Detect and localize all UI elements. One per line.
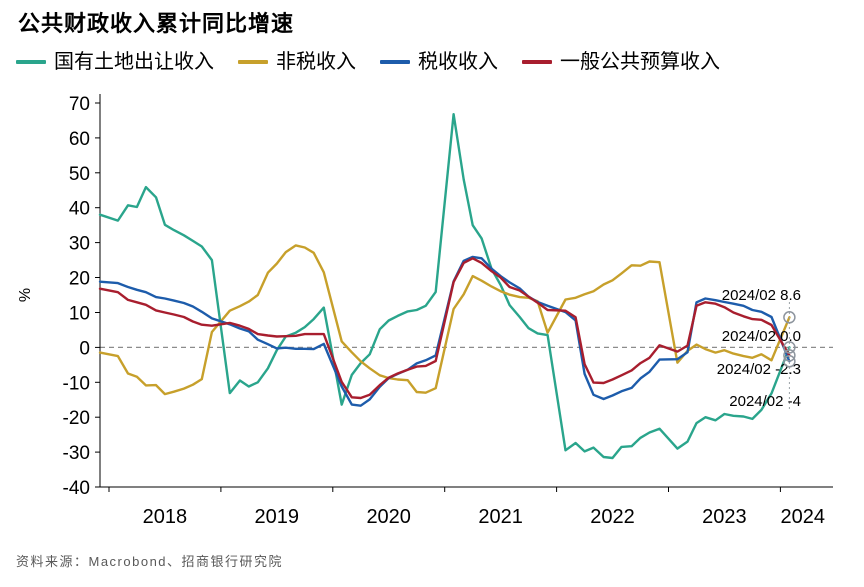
legend-item-label: 非税收入 [276, 51, 356, 73]
series-line [98, 244, 791, 396]
y-tick-label: 20 [69, 269, 90, 290]
legend-item: 一般公共预算收入 [522, 52, 720, 72]
chart-plot-area: -40 -30 -20 -10 0 10 20 30 40 50 60 70% 2018 2019 2020… [0, 80, 864, 560]
legend-line-swatch [238, 60, 268, 64]
y-tick-label: 30 [69, 234, 90, 255]
x-tick-label: 2021 [478, 506, 523, 528]
legend-item-label: 国有土地出让收入 [54, 51, 214, 73]
y-tick-label: 0 [79, 338, 90, 359]
legend-item: 国有土地出让收入 [16, 52, 214, 72]
legend-item: 非税收入 [238, 52, 356, 72]
x-tick-label: 2024 [781, 506, 826, 528]
legend-item-label: 税收收入 [418, 51, 498, 73]
series-end-marker [783, 355, 796, 368]
series-end-marker [783, 349, 796, 362]
x-tick-label: 2022 [590, 506, 635, 528]
series-end-marker [783, 311, 796, 324]
series-line [98, 113, 791, 460]
end-annotation: 2024/02 8.6 [722, 287, 801, 304]
x-tick-label: 2018 [143, 506, 188, 528]
y-axis-title: % [17, 288, 34, 302]
end-annotation: 2024/02 -4 [729, 393, 801, 410]
chart-legend: 国有土地出让收入 非税收入 税收收入 一般公共预算收入 [16, 52, 720, 72]
y-tick-label: 50 [69, 164, 90, 185]
x-tick-label: 2019 [255, 506, 300, 528]
chart-canvas: -40 -30 -20 -10 0 10 20 30 40 50 60 70% 2018 2019 2020… [17, 94, 833, 528]
legend-line-swatch [522, 60, 552, 64]
y-tick-label: 70 [69, 94, 90, 115]
x-tick-label: 2020 [366, 506, 411, 528]
series-line [98, 255, 791, 407]
chart-title: 公共财政收入累计同比增速 [18, 11, 295, 36]
legend-line-swatch [380, 60, 410, 64]
y-tick-label: 60 [69, 129, 90, 150]
y-tick-label: -40 [63, 478, 90, 499]
end-annotation: 2024/02 0.0 [722, 328, 801, 345]
y-tick-label: 40 [69, 199, 90, 220]
y-tick-label: -20 [63, 408, 90, 429]
series-end-marker [783, 341, 796, 354]
series-line [98, 257, 791, 400]
legend-item-label: 一般公共预算收入 [560, 51, 720, 73]
legend-line-swatch [16, 60, 46, 64]
end-annotation: 2024/02 -2.3 [717, 361, 801, 378]
x-tick-label: 2023 [702, 506, 747, 528]
y-tick-label: -30 [63, 443, 90, 464]
source-note: 资料来源：Macrobond、招商银行研究院 [16, 554, 284, 569]
y-tick-label: -10 [63, 373, 90, 394]
y-tick-label: 10 [69, 304, 90, 325]
legend-item: 税收收入 [380, 52, 498, 72]
